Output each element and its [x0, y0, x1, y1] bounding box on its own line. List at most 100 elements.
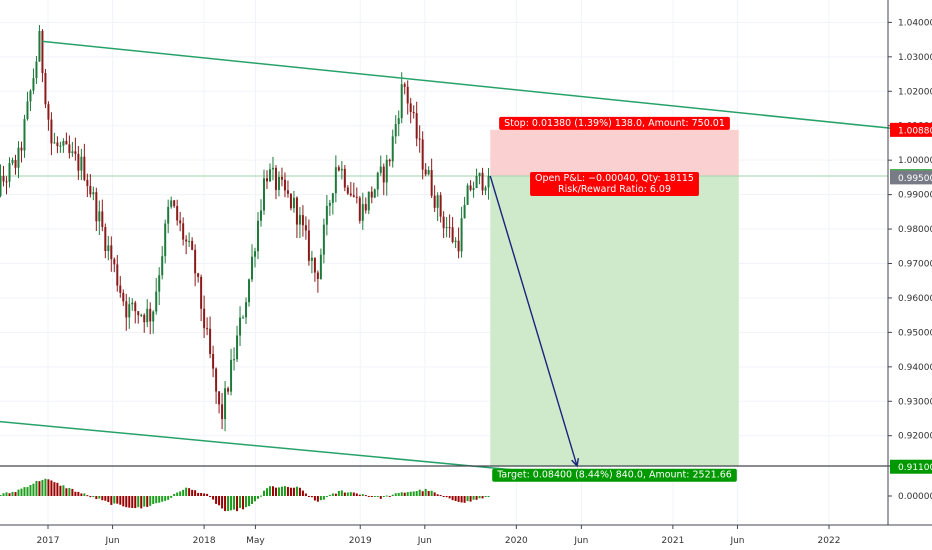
candle-up[interactable]: [478, 172, 481, 177]
candle-down[interactable]: [191, 240, 194, 250]
candle-up[interactable]: [26, 101, 29, 120]
candle-up[interactable]: [292, 197, 295, 209]
candle-down[interactable]: [451, 227, 454, 243]
candle-down[interactable]: [206, 328, 209, 330]
candle-down[interactable]: [89, 185, 92, 195]
candle-down[interactable]: [295, 197, 298, 225]
candle-down[interactable]: [56, 142, 59, 147]
candle-down[interactable]: [265, 178, 268, 182]
candle-down[interactable]: [200, 276, 203, 309]
candle-up[interactable]: [167, 206, 170, 224]
candle-up[interactable]: [155, 291, 158, 312]
candle-up[interactable]: [17, 147, 20, 168]
candle-down[interactable]: [47, 104, 50, 120]
candle-down[interactable]: [173, 200, 176, 207]
candle-up[interactable]: [152, 311, 155, 322]
candle-down[interactable]: [110, 245, 113, 260]
candle-up[interactable]: [367, 191, 370, 211]
candle-down[interactable]: [403, 84, 406, 87]
candle-up[interactable]: [0, 176, 2, 196]
candle-up[interactable]: [224, 388, 227, 420]
candle-down[interactable]: [44, 72, 47, 105]
candle-down[interactable]: [301, 215, 304, 226]
candle-up[interactable]: [385, 159, 388, 183]
candle-down[interactable]: [221, 404, 224, 420]
candle-up[interactable]: [161, 256, 164, 276]
candle-down[interactable]: [439, 195, 442, 217]
candle-up[interactable]: [322, 224, 325, 255]
candle-up[interactable]: [59, 145, 62, 147]
candle-up[interactable]: [236, 335, 239, 360]
candle-down[interactable]: [343, 168, 346, 188]
candle-down[interactable]: [215, 368, 218, 392]
candle-down[interactable]: [176, 206, 179, 221]
candle-up[interactable]: [340, 168, 343, 171]
candle-down[interactable]: [457, 240, 460, 252]
candle-up[interactable]: [472, 188, 475, 190]
candle-down[interactable]: [469, 185, 472, 190]
candle-down[interactable]: [86, 179, 89, 186]
candle-down[interactable]: [185, 239, 188, 242]
candle-up[interactable]: [466, 185, 469, 205]
candle-down[interactable]: [20, 147, 23, 151]
candle-up[interactable]: [11, 160, 14, 164]
candle-up[interactable]: [325, 205, 328, 225]
price-axis[interactable]: 1.040001.030001.020001.010001.000000.990…: [888, 18, 932, 502]
candle-down[interactable]: [14, 160, 17, 168]
candle-down[interactable]: [137, 311, 140, 316]
candle-down[interactable]: [134, 302, 137, 312]
candle-up[interactable]: [397, 118, 400, 125]
candle-up[interactable]: [29, 90, 32, 102]
candle-down[interactable]: [358, 197, 361, 221]
candle-up[interactable]: [331, 193, 334, 203]
candle-down[interactable]: [442, 216, 445, 229]
trendlines[interactable]: [0, 40, 907, 471]
candle-down[interactable]: [280, 176, 283, 180]
candle-down[interactable]: [382, 166, 385, 183]
candle-down[interactable]: [286, 190, 289, 194]
candle-up[interactable]: [436, 195, 439, 208]
candle-down[interactable]: [316, 272, 319, 279]
candle-up[interactable]: [445, 227, 448, 229]
candle-down[interactable]: [409, 103, 412, 112]
candle-down[interactable]: [481, 172, 484, 191]
candle-down[interactable]: [307, 230, 310, 261]
candle-down[interactable]: [65, 140, 68, 145]
candle-down[interactable]: [406, 86, 409, 104]
candle-down[interactable]: [304, 225, 307, 231]
candle-up[interactable]: [460, 218, 463, 252]
candle-up[interactable]: [463, 204, 466, 219]
candle-up[interactable]: [257, 220, 260, 252]
candle-down[interactable]: [182, 223, 185, 240]
candle-down[interactable]: [364, 204, 367, 211]
candle-down[interactable]: [83, 156, 86, 180]
candle-up[interactable]: [391, 136, 394, 162]
candle-up[interactable]: [62, 140, 65, 146]
candle-up[interactable]: [454, 240, 457, 243]
candle-down[interactable]: [352, 195, 355, 197]
candle-down[interactable]: [430, 170, 433, 196]
candle-down[interactable]: [194, 249, 197, 274]
candle-up[interactable]: [248, 279, 251, 303]
candle-up[interactable]: [98, 211, 101, 222]
candle-up[interactable]: [131, 302, 134, 305]
candle-down[interactable]: [227, 388, 230, 392]
candle-down[interactable]: [143, 314, 146, 323]
candle-up[interactable]: [251, 256, 254, 280]
candle-up[interactable]: [254, 251, 257, 257]
candle-down[interactable]: [218, 391, 221, 405]
candle-up[interactable]: [35, 61, 38, 79]
candle-down[interactable]: [77, 153, 80, 171]
candle-down[interactable]: [149, 308, 152, 322]
candle-up[interactable]: [328, 202, 331, 206]
candle-down[interactable]: [41, 30, 44, 73]
candle-up[interactable]: [38, 30, 41, 62]
candle-up[interactable]: [164, 223, 167, 257]
candle-down[interactable]: [415, 113, 418, 139]
trendline-upper-channel[interactable]: [42, 40, 907, 131]
candle-up[interactable]: [379, 166, 382, 173]
candle-down[interactable]: [289, 193, 292, 209]
candle-up[interactable]: [245, 302, 248, 318]
candle-up[interactable]: [376, 172, 379, 190]
candle-up[interactable]: [107, 245, 110, 251]
